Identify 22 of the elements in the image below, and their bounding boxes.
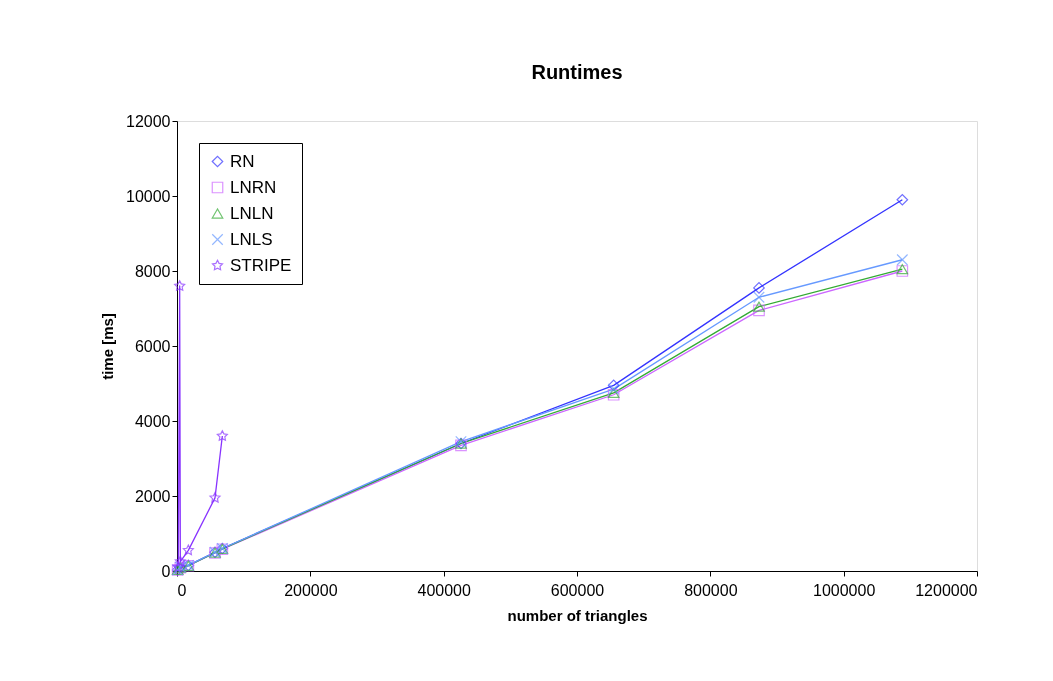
x-axis-title: number of triangles — [507, 606, 648, 624]
y-tick-label: 8000 — [134, 262, 171, 280]
x-tick-label: 1200000 — [915, 581, 978, 599]
x-tick-label: 800000 — [684, 581, 738, 599]
y-tick-label: 12000 — [126, 112, 171, 130]
legend-label: LNLN — [230, 203, 274, 223]
y-tick-label: 10000 — [126, 187, 171, 205]
y-tick-label: 4000 — [134, 412, 171, 430]
y-axis-title: time [ms] — [99, 313, 117, 380]
legend-label: LNRN — [230, 177, 277, 197]
y-tick-label: 2000 — [134, 487, 171, 505]
x-tick-label: 600000 — [550, 581, 605, 599]
y-tick-label: 0 — [161, 562, 171, 580]
x-tick-label: 0 — [177, 581, 187, 599]
x-tick-label: 200000 — [284, 581, 338, 599]
x-tick-label: 1000000 — [813, 581, 876, 599]
x-tick-label: 400000 — [417, 581, 471, 599]
y-tick-label: 6000 — [134, 337, 171, 355]
legend-label: RN — [230, 151, 255, 171]
legend-label: LNLS — [230, 229, 273, 249]
chart-title: Runtimes — [531, 61, 623, 83]
legend-label: STRIPE — [230, 255, 292, 275]
